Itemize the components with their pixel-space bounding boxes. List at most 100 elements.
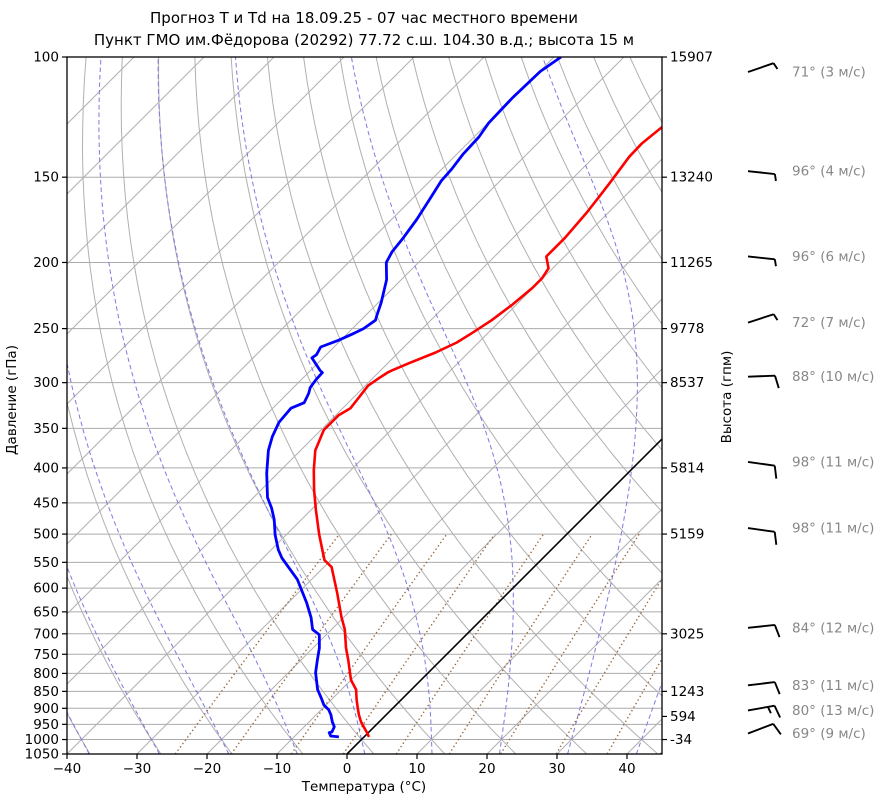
mixing-ratio-gridline: [230, 533, 392, 754]
pressure-tick-label: 900: [33, 701, 59, 717]
moist-adiabat-gridline: [635, 680, 662, 754]
dry-adiabat-gridline: [230, 57, 588, 754]
dry-adiabat-gridline: [120, 57, 375, 754]
pressure-tick-label: 400: [33, 460, 59, 476]
wind-label: 88° (10 м/с): [792, 369, 874, 385]
wind-label: 96° (6 м/с): [792, 249, 866, 265]
wind-label: 98° (11 м/с): [792, 521, 874, 537]
pressure-tick-label: 800: [33, 666, 59, 682]
isotherm-gridline: [67, 158, 662, 754]
temperature-tick-label: 20: [478, 761, 495, 777]
chart-axes: 1001502002503003504004505005506006507007…: [25, 50, 713, 778]
wind-label: 96° (4 м/с): [792, 164, 866, 180]
wind-barb-staff: [747, 170, 775, 175]
wind-barb-column: 71° (3 м/с) 96° (4 м/с) 96° (6 м/с) 72° (7 …: [747, 62, 874, 742]
dry-adiabat-gridline: [593, 57, 662, 194]
dry-adiabat-gridline: [82, 57, 304, 754]
wind-label: 72° (7 м/с): [792, 315, 866, 331]
dry-adiabat-gridline: [629, 57, 662, 124]
height-tick-label: 3025: [670, 626, 704, 642]
moist-adiabat-gridline: [67, 360, 230, 754]
wind-barb-half: [772, 313, 779, 321]
wind-barb-full: [773, 681, 781, 695]
wind-barb: [747, 704, 781, 718]
pressure-tick-label: 650: [33, 604, 59, 620]
wind-label: 98° (11 м/с): [792, 454, 874, 470]
wind-barb: [747, 527, 778, 545]
wind-barb-full: [773, 705, 781, 718]
wind-barb-full: [773, 624, 781, 638]
wind-barb: [747, 170, 777, 182]
dry-adiabat-gridline: [67, 574, 162, 754]
pressure-tick-label: 550: [33, 555, 59, 571]
mixing-ratio-gridline: [395, 533, 545, 754]
dry-adiabat-gridline: [158, 57, 446, 754]
isotherm-gridline: [626, 718, 662, 754]
wind-barb-staff: [747, 62, 774, 73]
dry-adiabat-gridline: [520, 57, 662, 325]
dry-adiabat-gridline: [484, 57, 662, 389]
wind-barb-staff: [747, 374, 776, 378]
wind-label: 84° (12 м/с): [792, 620, 874, 636]
isotherm-gridline: [486, 578, 662, 754]
chart-subtitle: Пункт ГМО им.Фёдорова (20292) 77.72 с.ш.…: [94, 31, 634, 49]
wind-barb-staff: [747, 624, 775, 629]
height-tick-label: 5159: [670, 527, 704, 543]
isotherm-gridline: [416, 508, 662, 754]
dry-adiabat-gridline: [339, 57, 662, 636]
wind-label: 80° (13 м/с): [792, 703, 874, 719]
dry-adiabat-gridline: [375, 57, 662, 574]
zero-isotherm-line: [346, 437, 662, 754]
isotherm-gridline: [67, 57, 555, 545]
wind-barb-half: [767, 706, 772, 714]
dry-adiabat-gridline: [448, 57, 662, 451]
wind-barb-full: [772, 723, 782, 735]
pressure-tick-label: 1000: [25, 732, 59, 748]
chart-title: Прогноз Т и Td на 18.09.25 - 07 час мест…: [150, 9, 578, 27]
wind-barb-half: [772, 62, 779, 70]
dry-adiabat-gridline: [266, 57, 659, 754]
pressure-tick-label: 700: [33, 626, 59, 642]
pressure-tick-label: 600: [33, 581, 59, 597]
isotherm-gridline: [67, 57, 275, 265]
pressure-tick-label: 100: [33, 50, 59, 66]
height-tick-label: 13240: [670, 170, 713, 186]
moist-adiabat-gridline: [542, 57, 638, 754]
mixing-ratio-gridline: [290, 533, 448, 754]
wind-barb-half: [773, 173, 777, 182]
height-tick-label: 1243: [670, 684, 704, 700]
pressure-tick-label: 350: [33, 421, 59, 437]
plot-frame: [66, 56, 663, 755]
pressure-tick-label: 200: [33, 255, 59, 271]
dry-adiabat-gridline: [556, 57, 662, 261]
wind-barb-staff: [747, 527, 775, 533]
isotherm-gridline: [67, 57, 415, 405]
y-axis-label-left: Давление (гПа): [4, 345, 20, 455]
temperature-tick-label: 40: [618, 761, 635, 777]
wind-barb: [747, 313, 779, 324]
wind-barb-staff: [747, 460, 775, 467]
wind-barb: [747, 681, 781, 695]
height-tick-label: 11265: [670, 255, 713, 271]
isotherm-gridline: [276, 368, 662, 754]
moist-adiabat-gridline: [157, 57, 366, 754]
temperature-tick-label: −40: [53, 761, 82, 777]
isotherm-gridline: [67, 88, 662, 685]
wind-barb: [747, 460, 778, 479]
pressure-tick-label: 450: [33, 495, 59, 511]
height-tick-label: 594: [670, 709, 696, 725]
dry-adiabat-gridline: [666, 57, 896, 754]
wind-barb-staff: [747, 681, 775, 687]
wind-label: 83° (11 м/с): [792, 678, 874, 694]
height-tick-label: -34: [670, 732, 692, 748]
mixing-ratio-gridline: [448, 533, 593, 754]
moist-adiabat-gridline: [98, 57, 298, 754]
chart-gridlines: [67, 57, 896, 754]
temperature-tick-label: 10: [408, 761, 425, 777]
dewpoint-curve: [265, 57, 562, 739]
wind-barb-staff: [747, 255, 775, 261]
pressure-tick-label: 1050: [25, 747, 59, 763]
moist-adiabat-gridline: [235, 57, 433, 754]
wind-barb-staff: [747, 313, 774, 324]
